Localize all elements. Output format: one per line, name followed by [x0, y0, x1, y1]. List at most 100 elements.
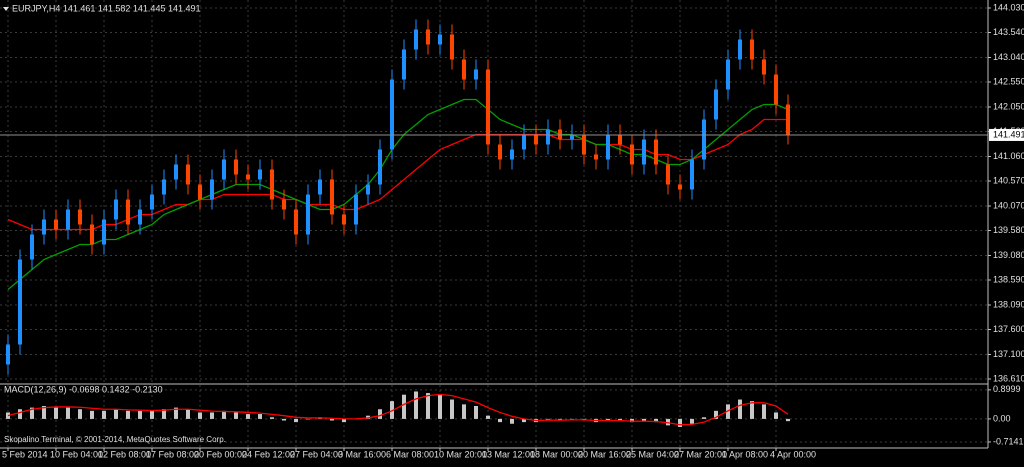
candle-body	[222, 159, 226, 180]
histogram-bar	[474, 405, 478, 419]
histogram-bar	[78, 409, 82, 419]
histogram-bar	[222, 410, 226, 419]
histogram-bar	[30, 407, 34, 419]
x-tick-label: 25 Mar 04:00	[626, 449, 679, 459]
y-tick-label: 141.060	[993, 151, 1024, 161]
candle-body	[294, 209, 298, 235]
histogram-bar	[294, 418, 298, 423]
x-tick-label: 1 Apr 08:00	[722, 449, 768, 459]
candle-body	[738, 39, 742, 60]
y-tick-label: 140.570	[993, 175, 1024, 185]
y-tick-label: 139.580	[993, 225, 1024, 235]
y-tick-label: 142.050	[993, 101, 1024, 111]
candle-body	[150, 194, 154, 210]
y-tick-label: 136.610	[993, 373, 1024, 383]
histogram-bar	[546, 418, 550, 420]
candle-body	[66, 209, 70, 230]
candle-body	[318, 179, 322, 195]
candle-body	[258, 169, 262, 180]
x-tick-label: 20 Feb 00:00	[194, 449, 247, 459]
histogram-bar	[198, 412, 202, 419]
histogram-bar	[750, 401, 754, 419]
candle-body	[198, 184, 202, 200]
histogram-bar	[126, 410, 130, 419]
candle-body	[330, 179, 334, 215]
y-tick-label: 144.030	[993, 2, 1024, 12]
histogram-bar	[162, 409, 166, 419]
candle-body	[522, 134, 526, 150]
histogram-bar	[678, 418, 682, 427]
candle-body	[306, 194, 310, 235]
candle-body	[174, 164, 178, 180]
candle-body	[90, 224, 94, 245]
y-tick-label: 140.070	[993, 200, 1024, 210]
y-tick-label: 143.540	[993, 27, 1024, 37]
histogram-bar	[486, 415, 490, 419]
histogram-bar	[774, 412, 778, 419]
candle-body	[606, 134, 610, 160]
candle-body	[498, 144, 502, 160]
x-tick-label: 10 Feb 04:00	[50, 449, 103, 459]
candle-body	[714, 89, 718, 120]
x-tick-label: 10 Mar 20:00	[434, 449, 487, 459]
current-price-label: 141.491	[993, 129, 1024, 139]
y-tick-label: 0.00	[993, 413, 1011, 423]
candle-body	[678, 184, 682, 190]
histogram-bar	[150, 410, 154, 419]
x-tick-label: 5 Feb 2014	[2, 449, 48, 459]
histogram-bar	[210, 412, 214, 419]
candle-body	[126, 199, 130, 225]
histogram-bar	[246, 414, 250, 419]
histogram-bar	[654, 418, 658, 423]
candle-body	[282, 199, 286, 210]
candle-body	[426, 29, 430, 45]
y-tick-label: 142.550	[993, 76, 1024, 86]
histogram-bar	[522, 418, 526, 423]
y-tick-label: 139.080	[993, 250, 1024, 260]
candle-body	[30, 234, 34, 260]
candle-body	[210, 179, 214, 200]
histogram-bar	[66, 407, 70, 419]
candle-body	[630, 144, 634, 165]
candle-body	[462, 59, 466, 80]
candle-body	[246, 174, 250, 180]
y-tick-label: -0.7141	[993, 436, 1024, 446]
candle-body	[138, 209, 142, 225]
x-tick-label: 12 Feb 08:00	[98, 449, 151, 459]
x-tick-label: 20 Mar 16:00	[578, 449, 631, 459]
candle-body	[414, 29, 418, 50]
candle-body	[774, 74, 778, 105]
histogram-bar	[714, 410, 718, 419]
x-tick-label: 24 Feb 12:00	[242, 449, 295, 459]
histogram-bar	[186, 409, 190, 419]
x-tick-label: 27 Feb 04:00	[290, 449, 343, 459]
histogram-bar	[606, 418, 610, 421]
histogram-bar	[690, 418, 694, 424]
histogram-bar	[426, 393, 430, 419]
candle-body	[162, 179, 166, 195]
histogram-bar	[570, 418, 574, 420]
histogram-bar	[174, 407, 178, 419]
candle-body	[534, 134, 538, 145]
histogram-bar	[330, 418, 334, 421]
candle-body	[186, 164, 190, 185]
candle-body	[270, 169, 274, 200]
histogram-bar	[402, 394, 406, 419]
y-tick-label: 138.090	[993, 299, 1024, 309]
histogram-bar	[270, 417, 274, 419]
histogram-bar	[762, 404, 766, 419]
histogram-bar	[42, 405, 46, 419]
candle-body	[234, 159, 238, 175]
candle-body	[18, 259, 22, 345]
candle-body	[546, 129, 550, 145]
histogram-bar	[462, 404, 466, 419]
candle-body	[726, 59, 730, 90]
macd-title: MACD(12,26,9) -0.0698 0.1432 -0.2130	[4, 384, 163, 394]
copyright: Skopalino Terminal, © 2001-2014, MetaQuo…	[4, 435, 226, 444]
candle-body	[486, 69, 490, 145]
menu-arrow[interactable]	[3, 7, 9, 11]
histogram-bar	[306, 418, 310, 420]
candle-body	[750, 39, 754, 60]
candle-body	[762, 59, 766, 75]
